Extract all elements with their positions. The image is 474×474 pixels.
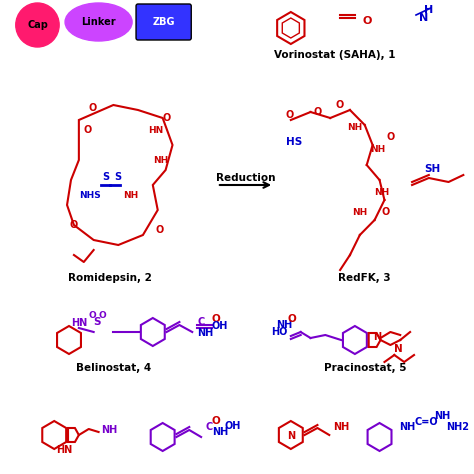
Text: O: O [163, 113, 171, 123]
Text: O: O [69, 220, 77, 230]
Text: NH: NH [347, 123, 362, 132]
Text: Cap: Cap [27, 20, 48, 30]
Text: N: N [287, 431, 295, 441]
Text: O: O [335, 100, 344, 110]
Text: O: O [288, 314, 297, 324]
Text: C: C [205, 422, 212, 432]
Text: NH: NH [153, 155, 168, 164]
Text: O: O [99, 311, 106, 320]
Text: NH: NH [101, 425, 118, 435]
FancyBboxPatch shape [136, 4, 191, 40]
Text: NH: NH [212, 427, 228, 437]
Text: Pracinostat, 5: Pracinostat, 5 [323, 363, 406, 373]
Text: O: O [363, 16, 372, 26]
Circle shape [16, 3, 59, 47]
Text: NH: NH [399, 422, 416, 432]
Text: S: S [102, 172, 109, 182]
Text: NH: NH [276, 320, 292, 330]
Text: Belinostat, 4: Belinostat, 4 [76, 363, 151, 373]
Text: N: N [419, 13, 428, 23]
Text: RedFK, 3: RedFK, 3 [338, 273, 391, 283]
Text: O: O [382, 207, 390, 217]
Text: N: N [373, 332, 381, 342]
Text: HS: HS [286, 137, 302, 147]
Text: O: O [286, 110, 294, 120]
Text: Vorinostat (SAHA), 1: Vorinostat (SAHA), 1 [274, 50, 396, 60]
Text: O: O [313, 107, 322, 117]
Text: NH: NH [352, 208, 367, 217]
Text: O: O [84, 125, 92, 135]
Text: N: N [394, 344, 403, 354]
Text: S: S [94, 317, 101, 327]
Text: O: O [212, 314, 221, 324]
Text: OH: OH [212, 321, 228, 331]
Text: S: S [114, 172, 121, 182]
Text: Romidepsin, 2: Romidepsin, 2 [68, 273, 152, 283]
Text: NH: NH [434, 411, 450, 421]
Text: HN: HN [71, 318, 87, 328]
Text: O: O [89, 311, 97, 320]
Text: C: C [197, 317, 204, 327]
Text: SH: SH [424, 164, 440, 174]
Text: C=O: C=O [414, 417, 438, 427]
Text: NH: NH [370, 145, 385, 154]
Text: Reduction: Reduction [216, 173, 275, 183]
Text: OH: OH [225, 421, 241, 431]
Text: HO: HO [271, 327, 287, 337]
Text: NH: NH [123, 191, 138, 200]
Text: O: O [386, 132, 395, 142]
Text: NH: NH [374, 188, 390, 197]
Text: NHS: NHS [79, 191, 100, 200]
Text: NH2: NH2 [447, 422, 470, 432]
Text: Linker: Linker [81, 17, 116, 27]
Text: HN: HN [56, 445, 73, 455]
Text: O: O [212, 416, 221, 426]
Text: ZBG: ZBG [153, 17, 175, 27]
Ellipse shape [65, 3, 132, 41]
Text: NH: NH [333, 422, 349, 432]
Text: H: H [424, 5, 433, 15]
Text: O: O [89, 103, 97, 113]
Text: O: O [156, 225, 164, 235]
Text: HN: HN [148, 126, 163, 135]
Text: NH: NH [197, 328, 213, 338]
